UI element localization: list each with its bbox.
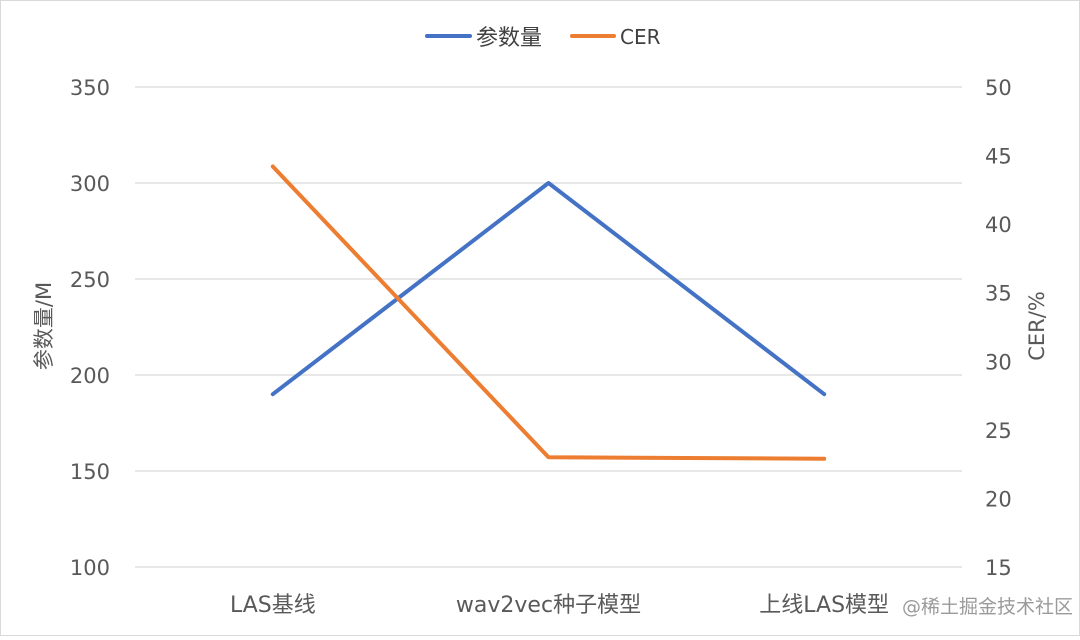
left-tick-label: 250 [70,268,110,292]
right-tick-label: 30 [985,350,1012,374]
right-tick-label: 20 [985,487,1012,511]
left-tick-label: 350 [70,76,110,100]
right-tick-label: 50 [985,76,1012,100]
x-tick-label: 上线LAS模型 [759,593,889,618]
x-tick-label: wav2vec种子模型 [456,593,641,618]
left-tick-label: 150 [70,460,110,484]
legend-label-series-2: CER [620,25,661,49]
left-tick-label: 100 [70,556,110,580]
left-tick-label: 300 [70,172,110,196]
right-axis-label: CER/% [1025,291,1049,361]
x-tick-label: LAS基线 [230,593,316,618]
right-tick-label: 45 [985,145,1012,169]
left-axis-label: 参数量/M [32,282,56,370]
left-tick-label: 200 [70,364,110,388]
right-tick-label: 35 [985,282,1012,306]
watermark: @稀土掘金技术社区 [902,596,1073,618]
right-tick-label: 40 [985,213,1012,237]
right-tick-label: 15 [985,556,1012,580]
right-tick-label: 25 [985,419,1012,443]
legend-label-series-1: 参数量 [476,26,542,51]
